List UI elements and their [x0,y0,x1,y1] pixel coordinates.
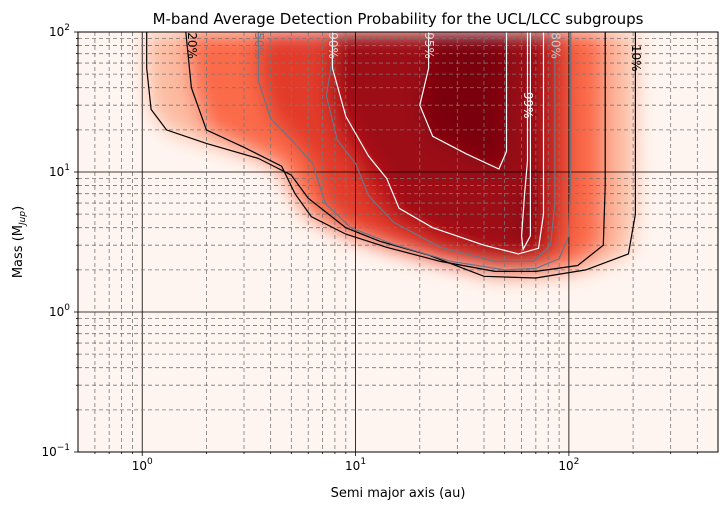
contour-10pct [146,32,636,279]
contour-lines [146,32,636,279]
y-tick-label: 101 [49,163,70,179]
x-tick-label: 100 [132,457,153,473]
plot-frame [77,31,719,453]
contour-95pct [419,32,508,170]
y-tick-label: 100 [49,303,70,319]
contour-label-99pct: 99% [521,92,535,119]
y-axis-ticks: 10−1 100 101 102 [41,23,78,459]
contour-label-95pct: 95% [422,32,436,59]
contour-label-10pct: 10% [629,45,643,72]
y-axis-label: Mass (MJup) [11,206,28,278]
y-axis-label-main: Mass (M [11,225,26,278]
x-axis-label: Semi major axis (au) [331,486,466,501]
contour-99pct [520,32,531,252]
contour-80pct [325,32,556,262]
x-axis-ticks: 100 101 102 [94,452,698,473]
heatmap-band-95pct [419,32,507,169]
y-tick-label: 10−1 [41,443,70,459]
y-axis-label-close: ) [11,206,26,211]
contour-labels: 10% 20% 50% 80% 90% 95% 99% [185,32,643,118]
contour-label-80pct: 80% [548,32,562,59]
contour-50pct [257,32,572,271]
heatmap-layer [146,32,636,278]
heatmap-band-99pct [521,32,531,250]
x-tick-label: 102 [558,457,579,473]
y-tick-label: 102 [49,23,70,39]
contour-label-50pct: 50% [252,32,266,59]
contour-90pct [331,32,545,255]
contour-20pct [185,32,606,272]
grid-lines [78,32,718,452]
x-tick-label: 101 [345,457,366,473]
chart-title: M-band Average Detection Probability for… [153,10,644,28]
contour-label-90pct: 90% [326,32,340,59]
contour-label-20pct: 20% [185,32,199,59]
y-axis-label-subscript: Jup [18,211,28,227]
